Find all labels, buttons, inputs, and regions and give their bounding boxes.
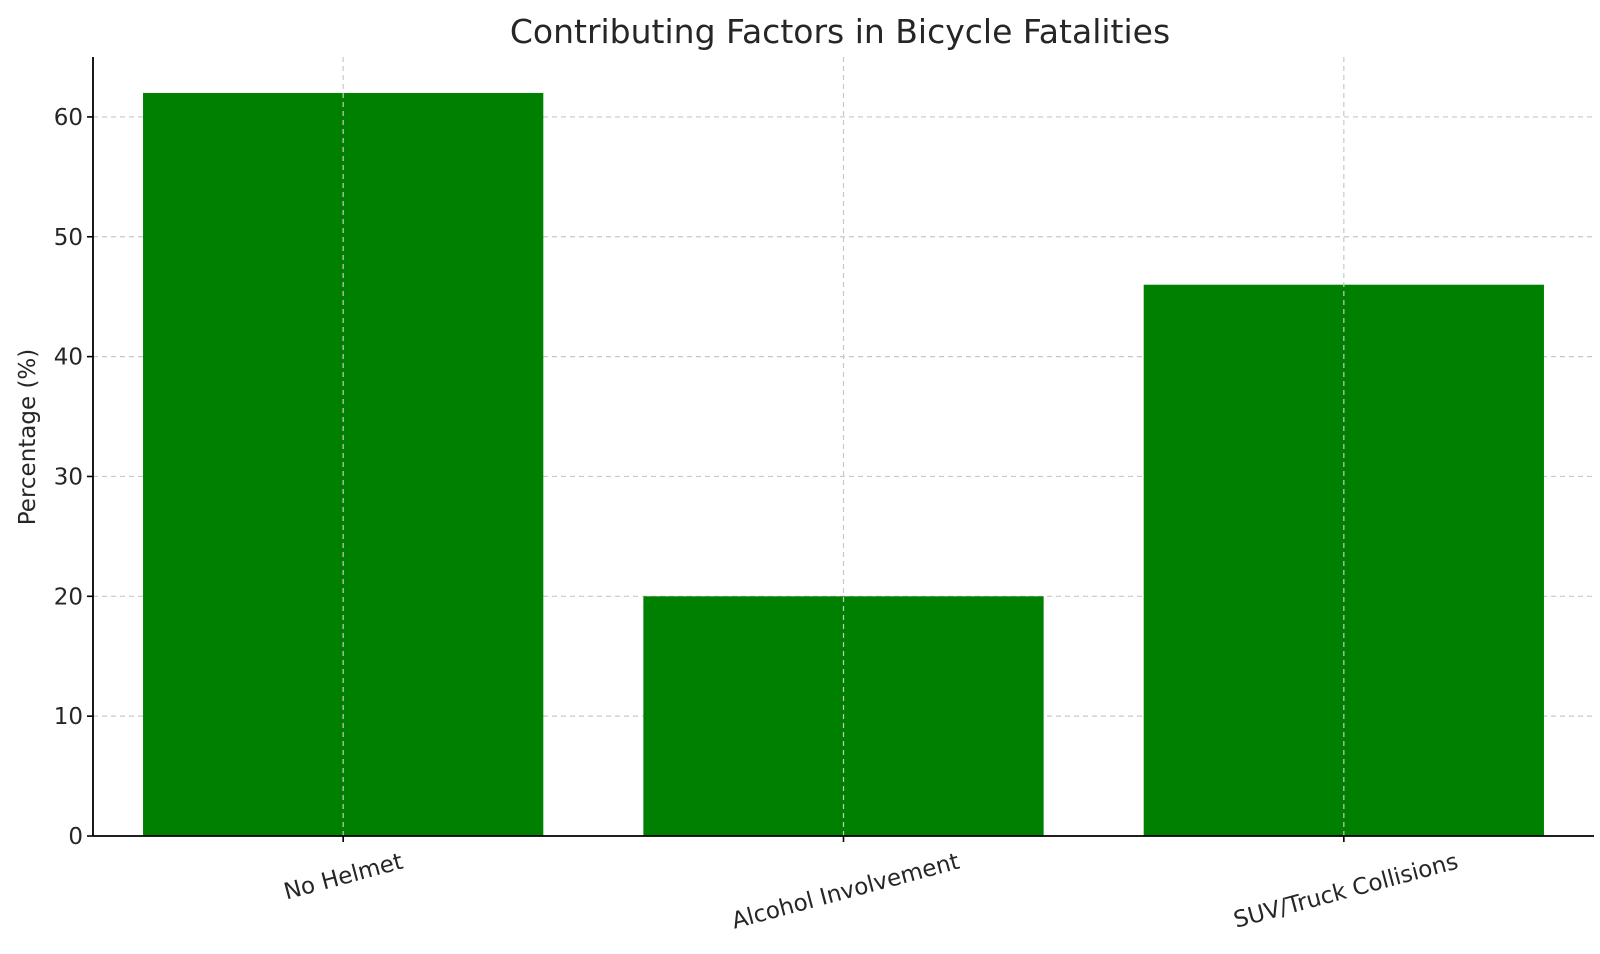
y-tick-label: 60 bbox=[54, 105, 83, 131]
vertical-grid-layer bbox=[342, 57, 1345, 836]
chart-title: Contributing Factors in Bicycle Fataliti… bbox=[510, 12, 1170, 51]
x-tick-label: Alcohol Involvement bbox=[729, 849, 962, 935]
x-tick-label: SUV/Truck Collisions bbox=[1231, 849, 1461, 934]
y-tick-label: 20 bbox=[54, 584, 83, 610]
y-tick-label: 40 bbox=[54, 345, 83, 371]
x-tick-label: No Helmet bbox=[281, 849, 406, 906]
y-tick-label: 50 bbox=[54, 225, 83, 251]
y-tick-label: 10 bbox=[54, 704, 83, 730]
y-axis-label: Percentage (%) bbox=[15, 349, 41, 526]
y-tick-label: 0 bbox=[68, 824, 83, 850]
y-tick-label: 30 bbox=[54, 464, 83, 490]
